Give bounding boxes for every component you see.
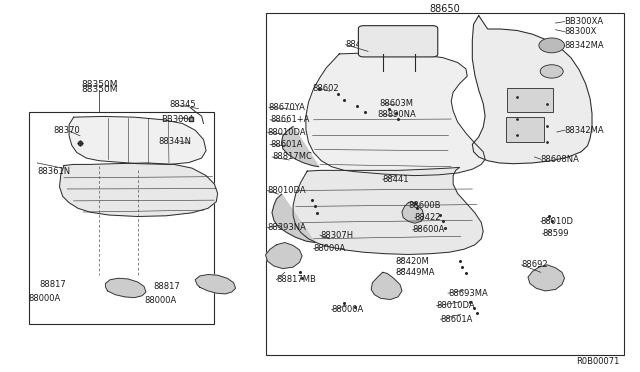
Polygon shape — [69, 116, 206, 164]
Text: 88400N: 88400N — [346, 40, 378, 49]
Text: 88010D: 88010D — [541, 217, 574, 226]
Text: 88817MC: 88817MC — [272, 153, 312, 161]
Polygon shape — [282, 126, 319, 167]
Polygon shape — [371, 272, 402, 299]
Bar — [266, 13, 624, 355]
Text: 88600B: 88600B — [408, 201, 441, 210]
Text: 88449MA: 88449MA — [396, 268, 435, 277]
Text: 88670YA: 88670YA — [269, 103, 306, 112]
Text: 88603M: 88603M — [379, 99, 413, 108]
Text: 88602: 88602 — [312, 84, 339, 93]
Polygon shape — [60, 163, 218, 217]
Text: 88350M: 88350M — [81, 85, 118, 94]
Circle shape — [539, 38, 564, 53]
Polygon shape — [306, 53, 485, 176]
Text: 88000A: 88000A — [314, 244, 346, 253]
Text: 88661+A: 88661+A — [270, 115, 310, 124]
Polygon shape — [472, 16, 592, 164]
Text: 88601A: 88601A — [270, 140, 303, 149]
Text: 88350M: 88350M — [81, 80, 118, 89]
Text: 88307H: 88307H — [320, 231, 353, 240]
Text: 88361N: 88361N — [37, 167, 70, 176]
Text: 88010DA: 88010DA — [268, 186, 306, 195]
Bar — [507, 88, 553, 112]
Text: BB300A: BB300A — [161, 115, 195, 124]
Text: 88600A: 88600A — [413, 225, 445, 234]
Text: 88599: 88599 — [543, 229, 569, 238]
Text: 88650: 88650 — [429, 4, 460, 14]
Bar — [506, 117, 544, 142]
Text: 88393NA: 88393NA — [268, 223, 307, 232]
Text: 88692: 88692 — [522, 260, 548, 269]
Text: 88345: 88345 — [170, 100, 196, 109]
Polygon shape — [195, 275, 236, 294]
Polygon shape — [106, 278, 146, 298]
Polygon shape — [266, 243, 302, 269]
Text: 88441: 88441 — [383, 175, 409, 184]
Text: 88300X: 88300X — [564, 27, 597, 36]
Text: 88341N: 88341N — [159, 137, 192, 146]
Text: 88601A: 88601A — [440, 315, 473, 324]
Text: 88420M: 88420M — [396, 257, 429, 266]
Circle shape — [540, 65, 563, 78]
Text: 88608NA: 88608NA — [541, 155, 580, 164]
Text: R0B00071: R0B00071 — [576, 357, 620, 366]
Polygon shape — [272, 194, 315, 243]
Text: 88010DA: 88010DA — [436, 301, 475, 310]
Polygon shape — [293, 167, 483, 254]
Polygon shape — [402, 202, 424, 223]
Text: 88890NA: 88890NA — [378, 110, 417, 119]
Text: 88693MA: 88693MA — [448, 289, 488, 298]
Text: 88370: 88370 — [53, 126, 80, 135]
Text: 88342MA: 88342MA — [564, 126, 604, 135]
Text: 88817: 88817 — [40, 280, 67, 289]
Text: 88010DA: 88010DA — [268, 128, 306, 137]
Polygon shape — [528, 265, 564, 291]
Text: 88000A: 88000A — [332, 305, 364, 314]
Text: 88000A: 88000A — [144, 296, 176, 305]
Text: BB300XA: BB300XA — [564, 17, 604, 26]
Text: 88817: 88817 — [154, 282, 180, 291]
Text: 88000A: 88000A — [29, 294, 61, 303]
Bar — [29, 112, 214, 324]
Text: 88422: 88422 — [415, 213, 441, 222]
Text: 88817MB: 88817MB — [276, 275, 316, 284]
Text: 88342MA: 88342MA — [564, 41, 604, 50]
FancyBboxPatch shape — [358, 26, 438, 57]
